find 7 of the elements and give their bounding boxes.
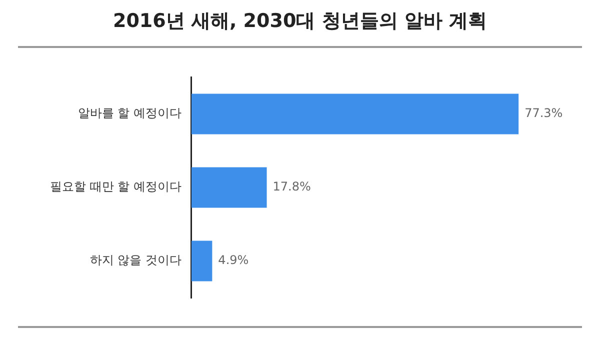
y-tick-label: 하지 않을 것이다 xyxy=(90,253,182,268)
y-tick-label: 알바를 할 예정이다 xyxy=(78,106,182,120)
data-label: 17.8% xyxy=(272,180,311,194)
data-label: 77.3% xyxy=(524,106,563,120)
y-tick-label: 필요할 때만 할 예정이다 xyxy=(50,180,182,194)
chart-title: 2016년 새해, 2030대 청년들의 알바 계획 xyxy=(112,9,488,34)
data-label: 4.9% xyxy=(218,253,249,268)
